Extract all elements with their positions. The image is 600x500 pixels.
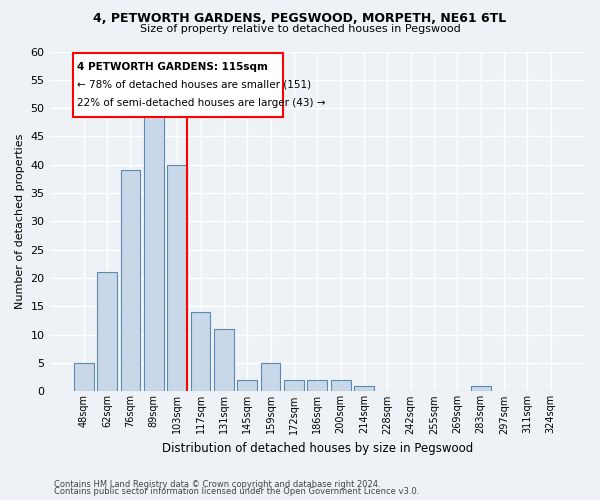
Bar	[331, 380, 350, 392]
Bar	[354, 386, 374, 392]
Y-axis label: Number of detached properties: Number of detached properties	[15, 134, 25, 309]
Text: Contains HM Land Registry data © Crown copyright and database right 2024.: Contains HM Land Registry data © Crown c…	[54, 480, 380, 489]
Text: 4 PETWORTH GARDENS: 115sqm: 4 PETWORTH GARDENS: 115sqm	[77, 62, 268, 72]
Bar	[214, 329, 234, 392]
Bar	[284, 380, 304, 392]
FancyBboxPatch shape	[73, 52, 283, 116]
Bar	[144, 108, 164, 392]
Bar	[307, 380, 327, 392]
X-axis label: Distribution of detached houses by size in Pegswood: Distribution of detached houses by size …	[161, 442, 473, 455]
Bar	[74, 363, 94, 392]
Text: 4, PETWORTH GARDENS, PEGSWOOD, MORPETH, NE61 6TL: 4, PETWORTH GARDENS, PEGSWOOD, MORPETH, …	[94, 12, 506, 26]
Bar	[238, 380, 257, 392]
Text: 22% of semi-detached houses are larger (43) →: 22% of semi-detached houses are larger (…	[77, 98, 325, 108]
Bar	[471, 386, 491, 392]
Bar	[121, 170, 140, 392]
Bar	[260, 363, 280, 392]
Text: ← 78% of detached houses are smaller (151): ← 78% of detached houses are smaller (15…	[77, 80, 311, 90]
Bar	[191, 312, 211, 392]
Text: Contains public sector information licensed under the Open Government Licence v3: Contains public sector information licen…	[54, 488, 419, 496]
Text: Size of property relative to detached houses in Pegswood: Size of property relative to detached ho…	[140, 24, 460, 34]
Bar	[167, 165, 187, 392]
Bar	[97, 272, 117, 392]
